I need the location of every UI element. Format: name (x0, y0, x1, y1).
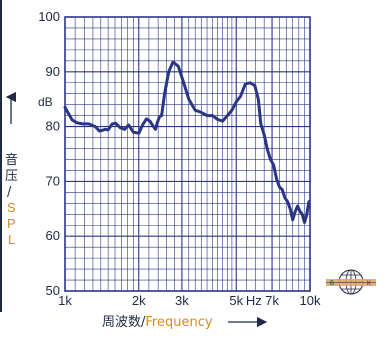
y-tick-label: 70 (46, 173, 60, 188)
y-label-slash: / (7, 185, 12, 200)
y-tick-label: 100 (38, 9, 60, 24)
y-tick-label: 90 (46, 64, 60, 79)
y-unit-label: dB (38, 95, 53, 109)
globe-logo-icon: B K (326, 269, 376, 295)
x-label-cn: 周波数/ (102, 315, 146, 330)
y-label-cn-1: 音 (5, 152, 18, 168)
x-tick-label: 7k (265, 293, 279, 308)
y-tick-labels: 100 90 80 70 60 50 (38, 9, 60, 298)
logo-letter-b: B (330, 281, 334, 287)
x-tick-label: 2k (132, 293, 146, 308)
left-border-line (0, 0, 2, 312)
x-unit-label: Hz (246, 293, 262, 308)
y-tick-label: 80 (46, 119, 60, 134)
x-tick-label: 10k (300, 293, 321, 308)
y-label-en-1: S (7, 200, 16, 215)
x-axis-label: 周波数/Frequency (102, 315, 213, 330)
logo-letter-k: K (367, 281, 371, 287)
x-tick-labels: 1k 2k 3k 5k 7k 10k Hz (58, 293, 321, 308)
response-line (63, 60, 311, 224)
plot-frame (64, 16, 311, 292)
x-tick-label: 3k (175, 293, 189, 308)
y-label-cn-2: 压 (5, 169, 18, 184)
y-tick-label: 60 (46, 228, 60, 243)
y-label-en-3: L (8, 232, 15, 247)
chart-grid (64, 16, 311, 292)
y-label-en-2: P (7, 216, 16, 231)
response-curve (63, 60, 311, 224)
y-tick-label: 50 (46, 283, 60, 298)
x-label-en: Frequency (145, 315, 212, 330)
x-tick-label: 1k (58, 293, 72, 308)
x-tick-label: 5k (229, 293, 243, 308)
